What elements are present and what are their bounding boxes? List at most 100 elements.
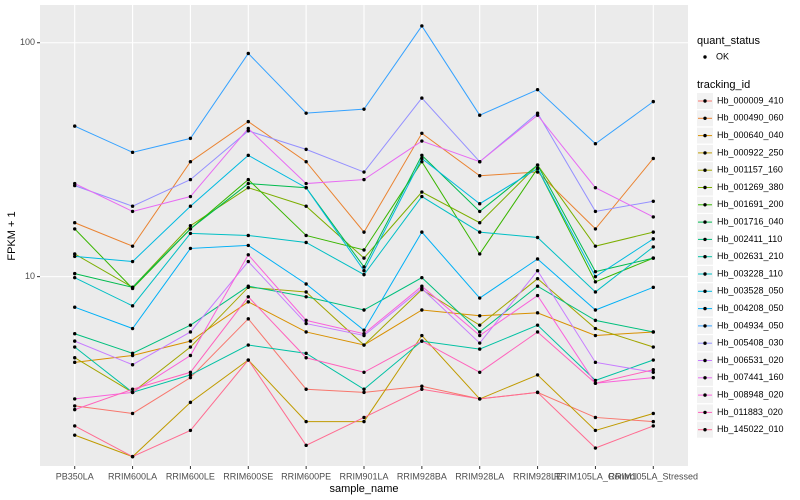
data-point [651,156,655,161]
data-point [362,107,366,111]
data-point [362,265,366,269]
legend-key-point [703,289,707,293]
data-point [246,243,250,248]
data-point [188,375,193,380]
data-point [73,397,77,401]
legend-key-point [703,185,707,190]
data-point [535,390,540,395]
data-point [535,235,540,240]
data-point [130,387,135,391]
data-point [130,390,135,395]
data-point [73,221,77,225]
data-point [246,129,250,133]
data-point [304,233,308,238]
data-point [362,390,366,395]
legend-label: Hb_000640_040 [717,130,784,140]
data-point [188,428,193,433]
legend-key-point [703,220,707,224]
legend-key-point [703,428,707,432]
data-point [651,411,655,416]
data-point [130,411,135,416]
data-point [593,318,598,323]
data-point [188,400,193,405]
data-point [593,244,598,248]
data-point [420,153,424,158]
data-point [304,240,308,245]
data-point [535,269,540,273]
data-point [246,51,250,56]
data-point [73,181,77,186]
legend-label: Hb_002631_210 [717,251,784,261]
data-point [188,227,193,231]
data-point [362,419,366,424]
data-point [593,333,598,338]
data-point [593,415,598,420]
data-point [478,230,482,234]
data-point [593,186,598,190]
legend-label: Hb_001716_040 [717,216,784,226]
data-point [420,284,424,288]
legend-label: Hb_000490_060 [717,113,784,123]
legend-label: Hb_004934_050 [717,320,784,330]
data-point [420,333,424,338]
data-point [651,237,655,241]
data-point [420,139,424,143]
x-tick-label: RRIM600LA [108,471,157,481]
data-point [535,163,540,167]
data-point [362,370,366,374]
data-point [420,131,424,136]
data-point [246,233,250,238]
shape-legend-title: quant_status [697,35,760,47]
data-point [362,272,366,277]
data-point [651,419,655,424]
data-point [73,424,77,428]
data-point [535,87,540,92]
y-axis-title: FPKM + 1 [6,211,18,260]
data-point [420,156,424,161]
data-point [478,341,482,345]
data-point [362,332,366,336]
data-point [420,96,424,100]
legend-label: Hb_007441_160 [717,372,784,382]
legend-label: Hb_000922_250 [717,147,784,157]
data-point [535,257,540,261]
x-tick-label: RRIM928BA [397,471,447,481]
data-point [73,339,77,343]
legend-key-point [703,203,707,207]
legend-key-point [703,133,707,138]
legend-label: Hb_005408_030 [717,338,784,348]
data-point [362,177,366,182]
data-point [420,24,424,28]
data-point [73,360,77,365]
data-point [73,275,77,280]
x-tick-label: RRIM600SE [223,471,273,481]
legend-label: Hb_001269_380 [717,182,784,192]
data-point [478,330,482,334]
legend-label: Hb_001691_200 [717,199,784,209]
data-point [362,256,366,260]
data-point [593,446,598,450]
legend-key-point [703,237,707,242]
data-point [651,368,655,372]
data-point [188,177,193,182]
data-point [130,351,135,356]
data-point [362,328,366,332]
data-point [188,194,193,199]
data-point [130,259,135,264]
legend-label: OK [716,51,729,61]
data-point [420,160,424,164]
data-point [651,424,655,428]
legend-key-point [703,168,707,172]
data-point [593,280,598,284]
data-point [420,384,424,388]
data-point [130,285,135,290]
data-point [130,244,135,248]
legend-label: Hb_011883_020 [717,407,783,417]
data-point [73,124,77,128]
data-point [246,358,250,362]
data-point [593,428,598,433]
data-point [130,326,135,331]
data-point [73,252,77,256]
data-point [535,284,540,288]
data-point [246,343,250,347]
